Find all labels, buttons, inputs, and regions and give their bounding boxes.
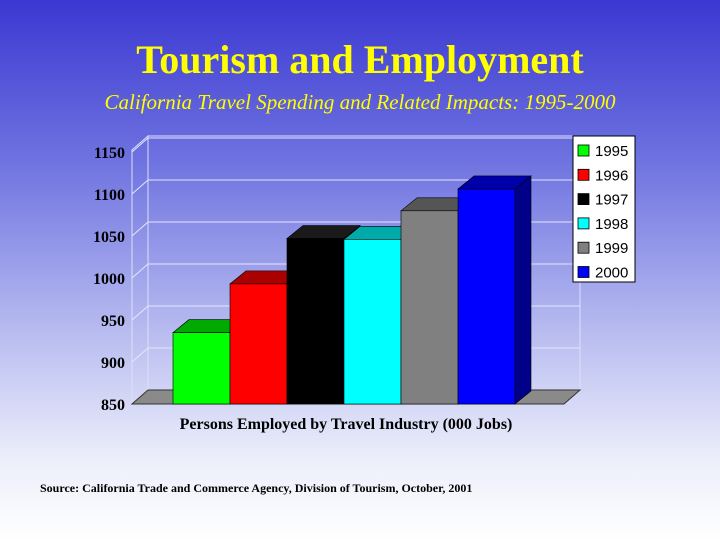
legend-label: 1998 (595, 216, 628, 233)
page-title: Tourism and Employment (136, 37, 584, 82)
gridline (131, 137, 580, 153)
legend-swatch (577, 168, 590, 181)
y-tick-label: 900 (101, 355, 125, 372)
x-axis-label: Persons Employed by Travel Industry (000… (180, 416, 513, 433)
y-tick-label: 850 (101, 397, 125, 414)
bar-front (343, 239, 402, 405)
bar-front (172, 332, 231, 405)
page-subtitle: California Travel Spending and Related I… (104, 90, 616, 114)
y-tick-label: 1150 (94, 145, 125, 162)
legend-swatch (577, 193, 590, 206)
bar-side (514, 175, 532, 405)
y-tick-label: 1050 (93, 229, 125, 246)
y-tick-label: 1100 (94, 187, 125, 204)
legend-label: 1995 (595, 143, 628, 160)
gridline (131, 179, 580, 195)
legend-label: 1997 (595, 192, 628, 209)
bar-front (229, 283, 288, 405)
legend-label: 2000 (595, 265, 628, 282)
bar-front (457, 188, 516, 405)
bar-front (400, 210, 459, 405)
legend-swatch (577, 241, 590, 254)
legend-label: 1996 (595, 167, 628, 184)
legend-box (572, 135, 636, 283)
legend-swatch (577, 217, 590, 230)
legend-label: 1999 (595, 240, 628, 257)
y-tick-label: 950 (101, 313, 125, 330)
legend-swatch (577, 266, 590, 278)
source-note: Source: California Trade and Commerce Ag… (40, 481, 473, 495)
y-tick-label: 1000 (93, 271, 125, 288)
plot-side-wall (131, 134, 149, 406)
bar-front (286, 238, 345, 405)
bar-2000 (457, 175, 532, 405)
legend-swatch (577, 144, 590, 157)
